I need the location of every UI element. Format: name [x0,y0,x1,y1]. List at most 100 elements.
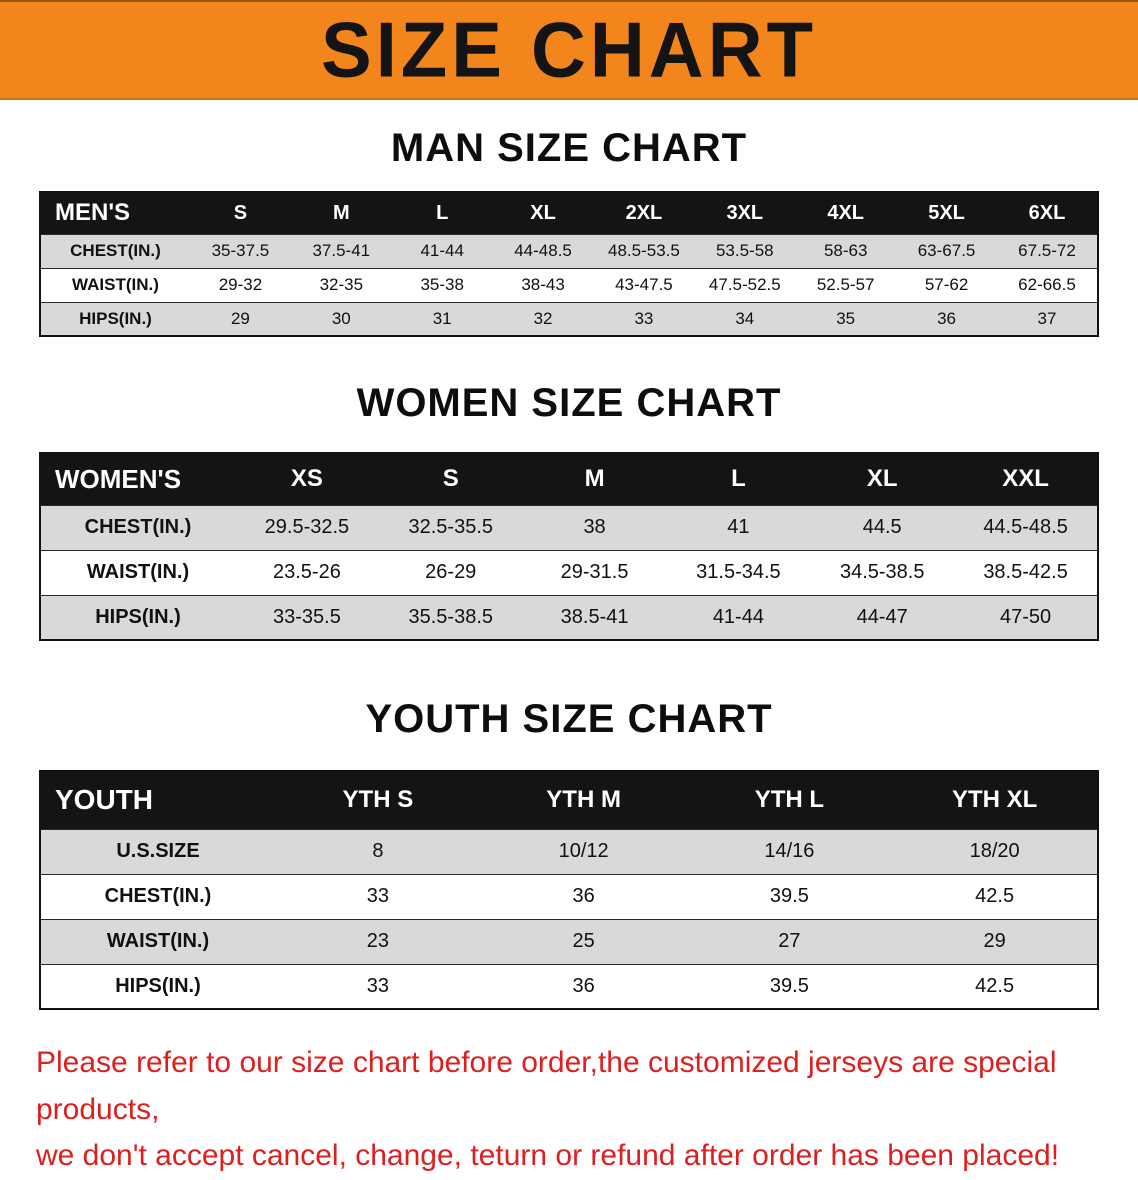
table-row: CHEST(IN.) 29.5-32.5 32.5-35.5 38 41 44.5 44.5… [40,504,1098,551]
size-value-cell: 26-29 [378,549,523,596]
size-value-cell: 39.5 [686,873,893,920]
size-value-cell: 33-35.5 [235,594,379,641]
table-row: HIPS(IN.) 29 30 31 32 33 34 35 36 37 [40,301,1098,337]
men-header-row: MEN'S S M L XL 2XL 3XL 4XL 5XL 6XL [40,192,1098,234]
size-value-cell: 10/12 [480,828,687,875]
size-value-cell: 32-35 [290,267,392,303]
size-value-cell: 42.5 [892,963,1098,1010]
size-column-header: 2XL [593,192,695,234]
size-value-cell: 43-47.5 [593,267,695,303]
disclaimer-line-2: we don't accept cancel, change, teturn o… [36,1139,1060,1172]
size-value-cell: 42.5 [892,873,1098,920]
size-value-cell: 31.5-34.5 [666,549,811,596]
size-value-cell: 41-44 [666,594,811,641]
size-value-cell: 41 [666,504,811,551]
disclaimer: Please refer to our size chart before or… [36,1040,1138,1180]
size-value-cell: 39.5 [686,963,893,1010]
size-value-cell: 52.5-57 [795,267,897,303]
men-size-section: MAN SIZE CHART MEN'S S M L XL 2XL 3XL 4XL 5XL 6XL… [0,126,1138,337]
size-value-cell: 25 [480,918,687,965]
youth-section-heading: YOUTH SIZE CHART [365,697,773,741]
youth-size-table: YOUTH YTH S YTH M YTH L YTH XL U.S.SIZE 8 10/12… [39,770,1099,1010]
row-label: U.S.SIZE [40,828,275,875]
size-column-header: S [378,453,523,505]
size-value-cell: 8 [275,828,481,875]
size-value-cell: 35.5-38.5 [378,594,523,641]
size-value-cell: 44-47 [810,594,955,641]
size-column-header: XXL [954,453,1098,505]
row-label: HIPS(IN.) [40,301,190,337]
size-value-cell: 34.5-38.5 [810,549,955,596]
row-label: CHEST(IN.) [40,504,235,551]
women-section-heading: WOMEN SIZE CHART [356,381,782,425]
row-label: CHEST(IN.) [40,873,275,920]
size-value-cell: 29 [892,918,1098,965]
size-value-cell: 44-48.5 [492,233,594,269]
size-value-cell: 63-67.5 [896,233,997,269]
table-row: CHEST(IN.) 33 36 39.5 42.5 [40,873,1098,920]
size-value-cell: 34 [694,301,796,337]
men-table-corner-label: MEN'S [40,192,190,234]
size-value-cell: 27 [686,918,893,965]
row-label: WAIST(IN.) [40,267,190,303]
size-value-cell: 38 [522,504,667,551]
size-column-header: 4XL [795,192,897,234]
size-value-cell: 35-37.5 [190,233,291,269]
size-column-header: YTH L [686,771,893,829]
size-value-cell: 67.5-72 [997,233,1098,269]
size-value-cell: 58-63 [795,233,897,269]
table-row: WAIST(IN.) 23 25 27 29 [40,918,1098,965]
size-value-cell: 35-38 [391,267,493,303]
row-label: WAIST(IN.) [40,549,235,596]
women-size-table: WOMEN'S XS S M L XL XXL CHEST(IN.) 29.5-32.5 32.5… [39,452,1099,641]
size-column-header: M [522,453,667,505]
women-header-row: WOMEN'S XS S M L XL XXL [40,453,1098,505]
size-column-header: 5XL [896,192,997,234]
size-value-cell: 44.5-48.5 [954,504,1098,551]
size-value-cell: 36 [896,301,997,337]
row-label: HIPS(IN.) [40,594,235,641]
size-chart-banner: SIZE CHART [0,0,1138,100]
size-column-header: XL [810,453,955,505]
men-section-heading: MAN SIZE CHART [390,126,748,170]
youth-size-section: YOUTH SIZE CHART YOUTH YTH S YTH M YTH L YTH… [0,697,1138,1010]
size-value-cell: 38.5-42.5 [954,549,1098,596]
men-size-table: MEN'S S M L XL 2XL 3XL 4XL 5XL 6XL CHEST(IN.) 35-37… [39,191,1099,337]
size-column-header: M [290,192,392,234]
size-column-header: YTH XL [892,771,1098,829]
size-value-cell: 44.5 [810,504,955,551]
table-row: WAIST(IN.) 23.5-26 26-29 29-31.5 31.5-34.5 34… [40,549,1098,596]
size-value-cell: 38-43 [492,267,594,303]
size-value-cell: 41-44 [391,233,493,269]
size-value-cell: 29 [190,301,291,337]
size-value-cell: 36 [480,873,687,920]
size-value-cell: 37 [997,301,1098,337]
size-column-header: S [190,192,291,234]
size-value-cell: 32.5-35.5 [378,504,523,551]
size-value-cell: 33 [593,301,695,337]
size-value-cell: 29.5-32.5 [235,504,379,551]
row-label: CHEST(IN.) [40,233,190,269]
size-value-cell: 14/16 [686,828,893,875]
size-value-cell: 18/20 [892,828,1098,875]
size-value-cell: 32 [492,301,594,337]
size-value-cell: 30 [290,301,392,337]
size-column-header: XL [492,192,594,234]
size-column-header: L [666,453,811,505]
size-value-cell: 38.5-41 [522,594,667,641]
size-value-cell: 57-62 [896,267,997,303]
size-value-cell: 33 [275,963,481,1010]
row-label: WAIST(IN.) [40,918,275,965]
size-value-cell: 23.5-26 [235,549,379,596]
size-value-cell: 37.5-41 [290,233,392,269]
size-value-cell: 53.5-58 [694,233,796,269]
size-value-cell: 62-66.5 [997,267,1098,303]
size-column-header: XS [235,453,379,505]
women-table-corner-label: WOMEN'S [40,453,235,505]
size-value-cell: 29-32 [190,267,291,303]
size-value-cell: 33 [275,873,481,920]
size-column-header: 6XL [997,192,1098,234]
size-value-cell: 23 [275,918,481,965]
size-value-cell: 29-31.5 [522,549,667,596]
table-row: HIPS(IN.) 33-35.5 35.5-38.5 38.5-41 41-44 44-… [40,594,1098,641]
